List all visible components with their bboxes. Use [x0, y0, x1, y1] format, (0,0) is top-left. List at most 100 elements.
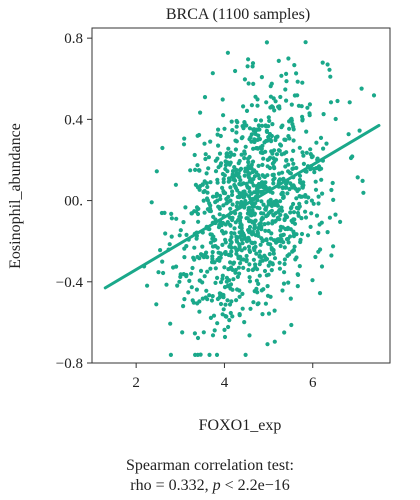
data-point — [201, 330, 206, 335]
data-point — [227, 222, 233, 227]
data-point — [266, 263, 271, 268]
data-point — [285, 191, 290, 196]
data-point — [272, 256, 278, 261]
data-point — [188, 168, 193, 173]
data-point — [277, 266, 282, 271]
data-point — [290, 185, 295, 190]
data-point — [213, 280, 218, 285]
data-point — [282, 330, 287, 335]
data-point — [259, 288, 264, 293]
data-point — [253, 94, 258, 99]
data-point — [278, 143, 284, 148]
data-point — [283, 213, 288, 218]
data-point — [246, 267, 251, 273]
data-point — [248, 135, 253, 140]
data-point — [313, 179, 318, 184]
data-point — [304, 150, 309, 155]
x-tick-label: 4 — [221, 375, 229, 391]
data-point — [169, 234, 174, 239]
data-point — [237, 294, 242, 299]
data-point — [249, 240, 254, 245]
data-point — [272, 339, 277, 344]
data-point — [270, 122, 275, 127]
data-point — [308, 224, 313, 229]
data-point — [317, 222, 322, 227]
data-point — [289, 205, 294, 210]
data-point — [175, 283, 180, 288]
data-point — [331, 244, 336, 249]
data-point — [266, 157, 272, 162]
data-point — [191, 255, 196, 260]
data-point — [235, 120, 240, 125]
data-point — [286, 280, 291, 285]
data-point — [220, 97, 225, 102]
data-point — [214, 194, 219, 199]
data-point — [243, 352, 248, 357]
data-point — [164, 282, 169, 287]
data-point — [240, 241, 245, 246]
data-point — [221, 180, 226, 185]
data-point — [299, 231, 305, 237]
y-tick-label: −0.8 — [56, 356, 83, 372]
stats-caption: Spearman correlation test: rho = 0.332, … — [0, 456, 420, 496]
data-point — [268, 294, 273, 299]
data-point — [237, 191, 242, 196]
data-point — [283, 185, 288, 190]
data-point — [206, 166, 211, 171]
data-point — [255, 290, 260, 295]
caption-p-value: < 2.2e−16 — [220, 477, 290, 494]
data-point — [259, 180, 265, 185]
data-point — [259, 199, 264, 204]
data-point — [260, 123, 265, 128]
data-point — [262, 222, 267, 227]
data-point — [212, 328, 217, 333]
data-point — [277, 177, 282, 182]
data-point — [244, 108, 250, 113]
data-point — [268, 105, 273, 110]
data-point — [257, 222, 262, 227]
data-point — [234, 124, 239, 129]
data-point — [223, 250, 228, 255]
data-point — [265, 164, 270, 169]
data-point — [233, 138, 238, 143]
data-point — [252, 128, 257, 133]
y-axis-ticks: −0.8 −0.4 00. 0.4 0.8 — [56, 31, 92, 372]
data-point — [210, 71, 215, 76]
data-point — [297, 173, 303, 178]
data-point — [274, 200, 279, 205]
data-point — [253, 201, 258, 206]
data-point — [229, 249, 234, 254]
data-point — [271, 251, 276, 256]
data-point — [173, 182, 178, 187]
data-point — [228, 310, 233, 316]
data-point — [287, 126, 292, 131]
data-point — [237, 181, 242, 187]
data-point — [292, 63, 297, 68]
data-point — [256, 301, 261, 306]
data-point — [160, 145, 165, 151]
data-point — [239, 257, 244, 262]
data-point — [256, 233, 261, 238]
data-point — [250, 232, 255, 237]
data-point — [296, 187, 301, 192]
x-axis-label: FOXO1_exp — [199, 417, 282, 434]
data-point — [197, 256, 202, 261]
data-point — [174, 216, 179, 221]
data-point — [237, 234, 242, 239]
data-point — [289, 322, 294, 328]
data-point — [229, 119, 234, 124]
data-point — [196, 219, 201, 224]
data-point — [263, 187, 268, 192]
caption-rho: rho = 0.332, — [130, 477, 213, 494]
data-point — [268, 94, 273, 99]
data-point — [282, 270, 287, 275]
data-point — [361, 190, 366, 195]
data-point — [300, 117, 305, 122]
data-point — [257, 249, 262, 254]
y-tick-label: 00. — [64, 194, 83, 210]
data-point — [226, 324, 231, 330]
data-point — [262, 174, 267, 179]
data-point — [330, 180, 335, 186]
data-point — [272, 148, 277, 153]
data-point — [237, 244, 242, 250]
